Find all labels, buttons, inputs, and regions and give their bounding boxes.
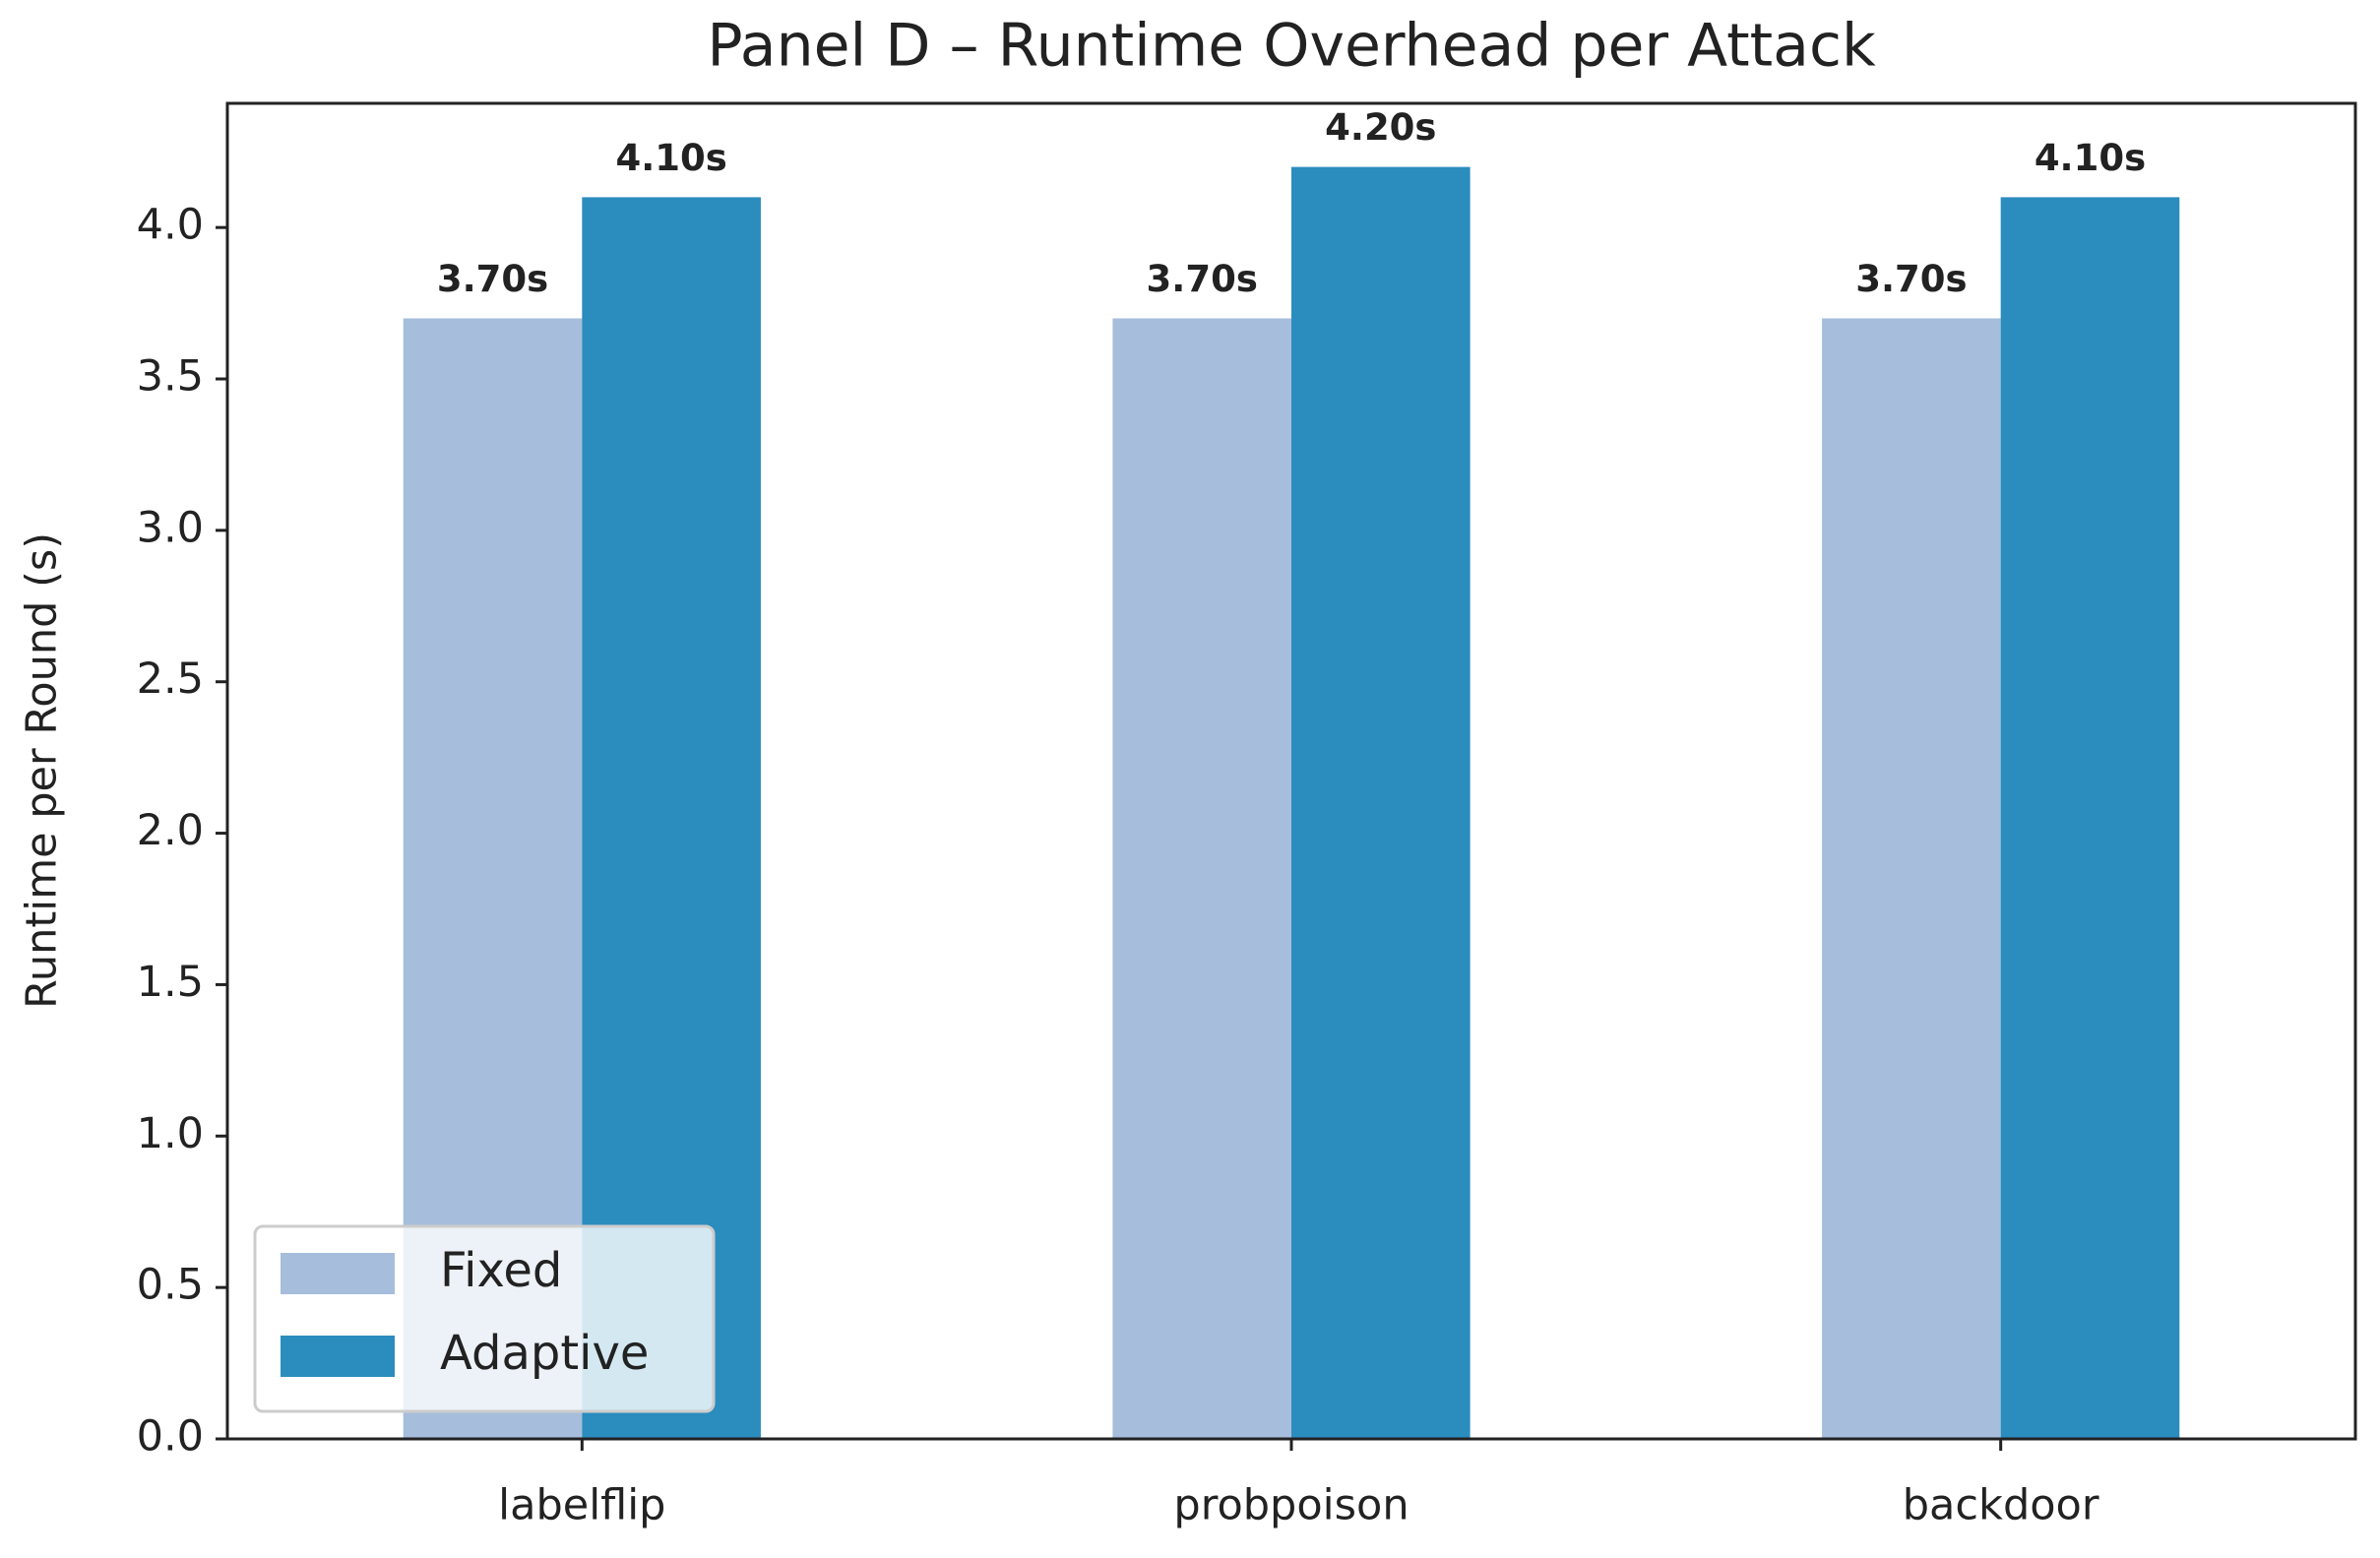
value-label: 4.10s — [615, 137, 726, 179]
legend-label: Adaptive — [440, 1326, 649, 1381]
bar — [1822, 318, 2001, 1440]
y-tick-label: 0.5 — [137, 1261, 204, 1310]
y-tick-label: 1.5 — [137, 958, 204, 1007]
value-label: 3.70s — [1147, 258, 1258, 300]
bar — [1112, 318, 1291, 1440]
value-label: 4.20s — [1325, 106, 1436, 149]
y-tick-label: 3.5 — [137, 352, 204, 402]
bar — [1291, 166, 1471, 1440]
y-tick-label: 1.0 — [137, 1109, 204, 1158]
x-tick-label: probpoison — [1173, 1481, 1409, 1530]
y-tick-label: 0.0 — [137, 1412, 204, 1462]
y-tick-label: 2.5 — [137, 654, 204, 704]
y-tick-label: 4.0 — [137, 201, 204, 250]
legend-swatch — [281, 1253, 395, 1294]
x-tick-label: backdoor — [1903, 1481, 2099, 1530]
legend-label: Fixed — [440, 1243, 562, 1298]
y-tick-label: 3.0 — [137, 503, 204, 552]
y-tick-label: 2.0 — [137, 806, 204, 855]
y-axis-label: Runtime per Round (s) — [18, 532, 67, 1009]
legend-swatch — [281, 1336, 395, 1377]
value-label: 3.70s — [1855, 258, 1967, 300]
value-label: 4.10s — [2035, 137, 2146, 179]
chart-title: Panel D – Runtime Overhead per Attack — [707, 12, 1876, 81]
bar — [2000, 197, 2180, 1440]
x-tick-label: labelflip — [498, 1481, 665, 1530]
axes-frame — [225, 101, 2357, 1441]
value-label: 3.70s — [437, 258, 548, 300]
